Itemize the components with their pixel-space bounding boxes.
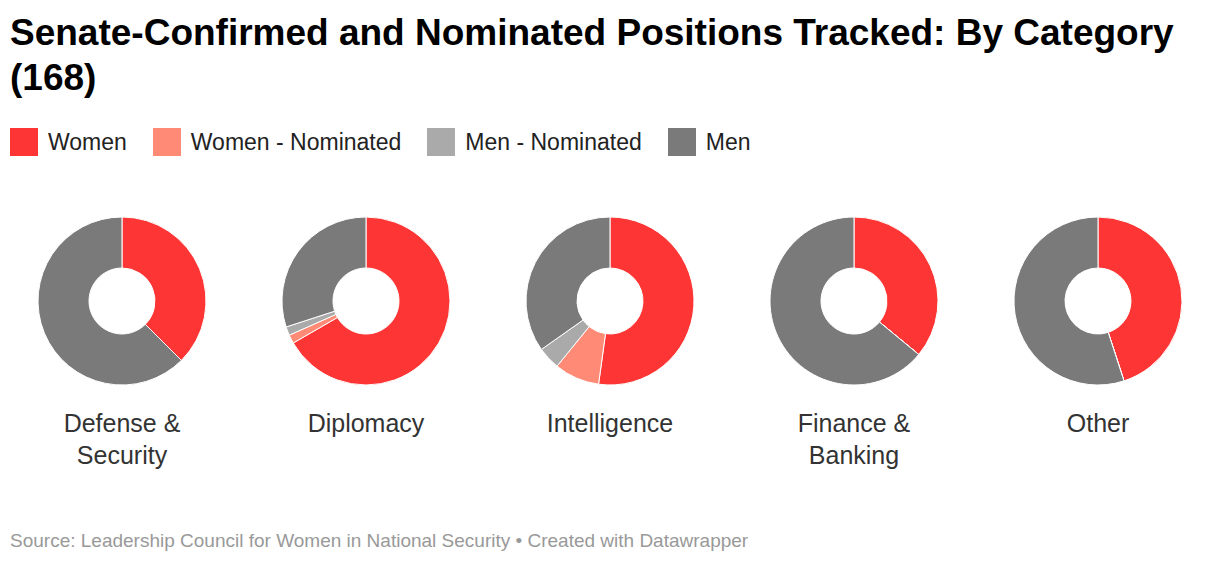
title: Senate-Confirmed and Nominated Positions… bbox=[10, 10, 1190, 100]
donut bbox=[38, 217, 206, 385]
slice bbox=[770, 217, 919, 385]
category-label-line: Diplomacy bbox=[308, 409, 425, 437]
donut bbox=[1014, 217, 1182, 385]
slice bbox=[599, 217, 694, 385]
category-label: Defense & Security bbox=[64, 409, 181, 469]
category-label-line: Intelligence bbox=[547, 409, 673, 437]
category-label: Finance & Banking bbox=[798, 409, 911, 469]
source: Source: Leadership Council for Women in … bbox=[10, 530, 748, 552]
category-label-line: Defense & bbox=[64, 409, 181, 437]
category-label: Other bbox=[1067, 409, 1130, 437]
category-label-line: Security bbox=[77, 441, 168, 469]
legend-item: Women - Nominated bbox=[153, 128, 402, 156]
legend-label: Women bbox=[48, 129, 127, 156]
legend-item: Women bbox=[10, 128, 127, 156]
donut bbox=[282, 217, 450, 385]
legend-item: Men bbox=[668, 128, 751, 156]
slice bbox=[38, 217, 181, 385]
legend-swatch bbox=[427, 128, 455, 156]
category-label-line: Banking bbox=[809, 441, 899, 469]
slice bbox=[526, 217, 610, 349]
legend-item: Men - Nominated bbox=[427, 128, 641, 156]
category-label: Intelligence bbox=[547, 409, 673, 437]
chart: Defense & Security Diplomacy Intelligence Fi… bbox=[0, 0, 1220, 566]
legend-label: Men bbox=[706, 129, 751, 156]
legend-swatch bbox=[668, 128, 696, 156]
legend-swatch bbox=[153, 128, 181, 156]
legend-swatch bbox=[10, 128, 38, 156]
category-label-line: Finance & bbox=[798, 409, 911, 437]
legend: Women Women - Nominated Men - Nominated Men bbox=[10, 128, 777, 156]
donut bbox=[526, 217, 694, 385]
category-label-line: Other bbox=[1067, 409, 1130, 437]
donut bbox=[770, 217, 938, 385]
legend-label: Men - Nominated bbox=[465, 129, 641, 156]
legend-label: Women - Nominated bbox=[191, 129, 402, 156]
slice bbox=[282, 217, 366, 327]
slice bbox=[1014, 217, 1124, 385]
category-label: Diplomacy bbox=[308, 409, 425, 437]
